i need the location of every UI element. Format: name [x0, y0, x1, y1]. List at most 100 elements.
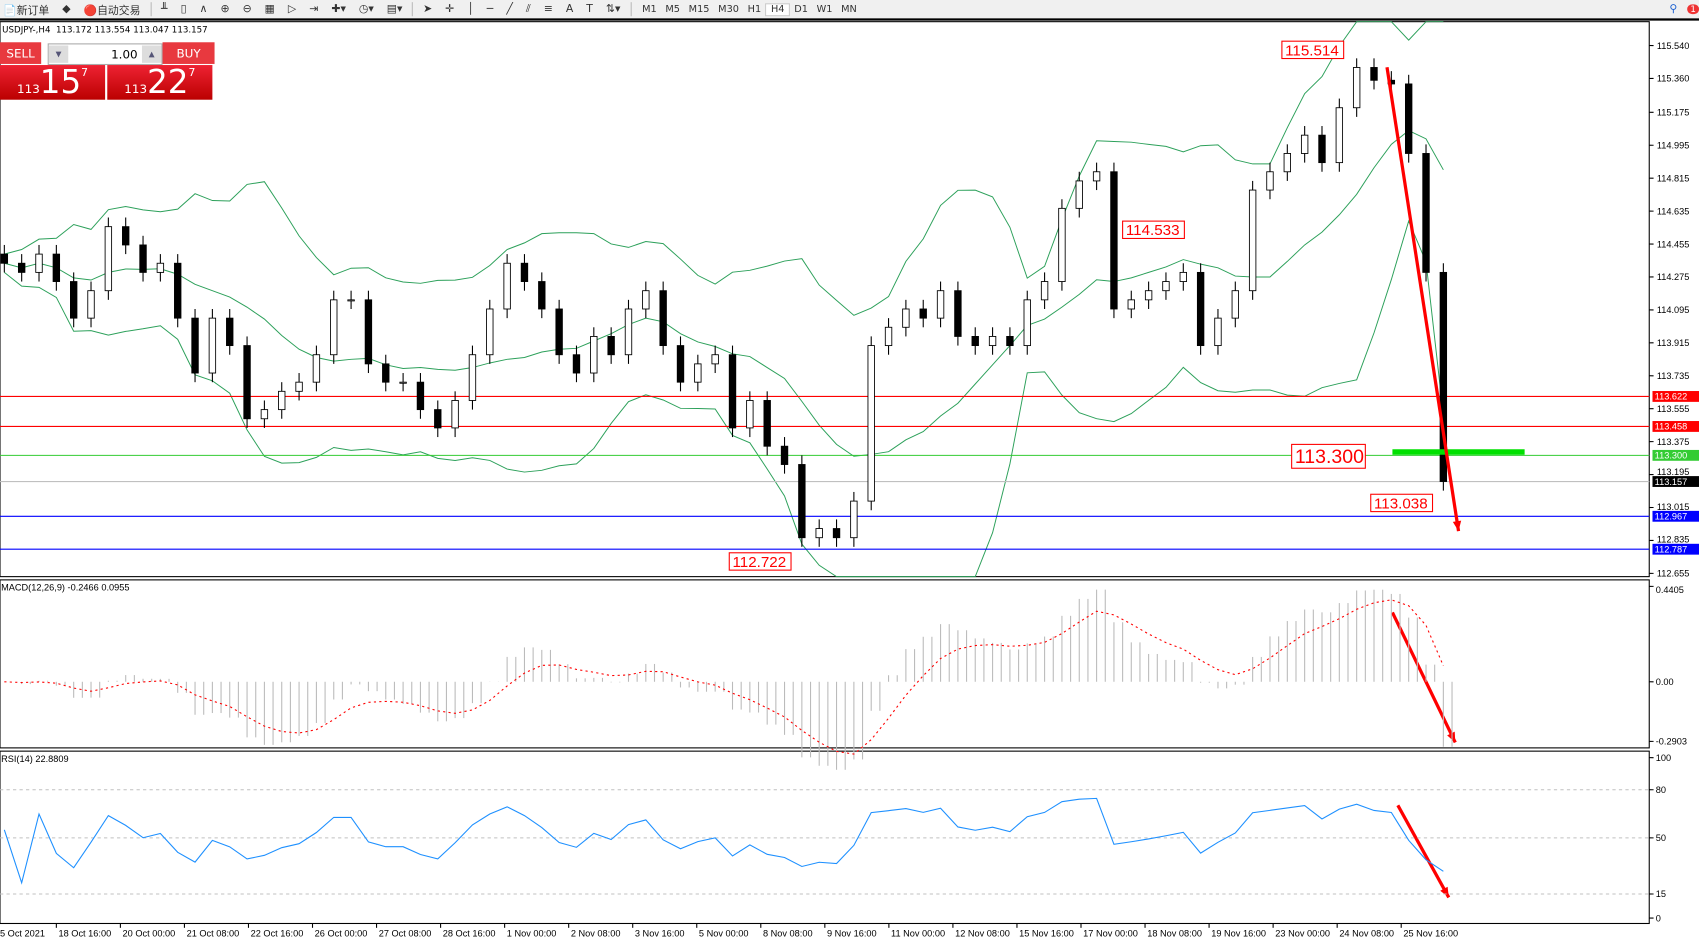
y-tick-label: 114.995: [1657, 140, 1690, 150]
y-tick-label: 113.375: [1657, 437, 1690, 447]
arrows-icon[interactable]: ⇅▾: [605, 3, 621, 16]
trend-arrow: [1396, 804, 1451, 899]
candle-body: [451, 400, 459, 429]
candle-body: [1404, 83, 1413, 154]
candle-body: [139, 244, 147, 273]
candle-body: [1196, 271, 1205, 347]
timeframe-d1[interactable]: D1: [794, 4, 808, 16]
candle-body: [711, 354, 719, 365]
timeframe-h4[interactable]: H4: [765, 3, 790, 17]
buy-price[interactable]: 113 22 7: [107, 65, 213, 100]
candle-body: [850, 500, 858, 539]
candle-body: [971, 336, 979, 347]
pane-frame: [0, 579, 1650, 749]
periods-icon[interactable]: ◷▾: [358, 3, 374, 16]
candle-body: [520, 262, 529, 282]
candle-body: [884, 326, 893, 347]
line-chart-icon[interactable]: ∧: [199, 3, 208, 16]
candle-body: [122, 226, 130, 246]
candle-body: [208, 317, 217, 374]
chart-shift-icon[interactable]: ⇥: [309, 3, 319, 16]
x-tick-label: 23 Nov 00:00: [1275, 928, 1330, 938]
candle-body: [226, 317, 234, 347]
tile-windows-icon[interactable]: ▦: [264, 3, 275, 16]
auto-scroll-icon[interactable]: ▷: [287, 3, 297, 16]
candle-body: [1283, 153, 1292, 173]
macd-signal-line: [4, 599, 1444, 755]
candle-body: [763, 400, 771, 447]
macd-y-tick-label: 0.4405: [1656, 585, 1684, 595]
templates-icon[interactable]: ▤▾: [386, 3, 403, 16]
candle-body: [1040, 281, 1049, 301]
price-annotation: 115.514: [1285, 42, 1339, 59]
increase-lot-icon[interactable]: ▲: [141, 45, 162, 63]
zoom-out-icon[interactable]: ⊖: [242, 3, 252, 16]
candlestick-icon[interactable]: ▯: [180, 3, 187, 16]
price-annotation-box: [728, 552, 792, 571]
sell-price-big: 15: [39, 63, 82, 102]
indicators-icon[interactable]: ✚▾: [331, 3, 346, 16]
candle-body: [659, 290, 667, 347]
x-tick-label: 26 Oct 00:00: [315, 928, 368, 938]
new-order-button[interactable]: 📄新订单: [3, 5, 50, 18]
horizontal-line-icon[interactable]: ─: [486, 3, 494, 16]
bar-chart-icon[interactable]: ╨: [161, 3, 168, 16]
timeframe-h1[interactable]: H1: [747, 4, 762, 16]
rsi-y-tick-label: 50: [1656, 833, 1666, 843]
timeframe-m30[interactable]: M30: [718, 4, 739, 16]
zoom-in-icon[interactable]: ⊕: [220, 3, 230, 16]
candle-body: [1231, 290, 1239, 319]
rsi-y-tick-label: 80: [1656, 785, 1666, 795]
price-annotation: 112.722: [733, 554, 787, 571]
trendline-icon[interactable]: ╱: [506, 3, 513, 16]
candle-body: [919, 308, 927, 319]
candle-body: [243, 345, 251, 420]
sell-price-prefix: 113: [17, 82, 40, 97]
meta-editor-icon[interactable]: ◆: [62, 3, 71, 16]
y-tick-label: 114.275: [1657, 272, 1690, 282]
candle-body: [156, 262, 165, 273]
cursor-icon[interactable]: ➤: [423, 3, 433, 16]
search-icon[interactable]: ⚲: [1669, 3, 1678, 16]
candle-body: [746, 400, 754, 429]
timeframe-m15[interactable]: M15: [688, 4, 710, 16]
channel-icon[interactable]: ⫽: [525, 3, 531, 16]
candle-body: [503, 262, 511, 310]
candle-body: [382, 363, 390, 383]
timeframe-mn[interactable]: MN: [841, 4, 857, 16]
timeframe-m1[interactable]: M1: [642, 4, 657, 16]
buy-button[interactable]: BUY: [162, 42, 215, 64]
y-tick-label: 113.915: [1657, 338, 1690, 348]
text-icon[interactable]: A: [565, 3, 574, 16]
timeframe-m5[interactable]: M5: [665, 4, 680, 16]
auto-trading-button[interactable]: 🔴自动交易: [83, 5, 141, 18]
x-tick-label: 22 Oct 16:00: [251, 928, 304, 938]
candle-body: [1058, 207, 1066, 282]
text-label-icon[interactable]: T: [586, 3, 593, 16]
x-tick-label: 11 Nov 00:00: [891, 928, 945, 938]
level-price-label: 112.967: [1655, 512, 1688, 522]
arrow-head-icon: [1452, 520, 1462, 532]
sell-price[interactable]: 113 15 7: [0, 63, 106, 102]
candle-body: [902, 308, 910, 328]
timeframe-w1[interactable]: W1: [816, 4, 833, 16]
notification-badge[interactable]: 1: [1687, 4, 1699, 15]
candle-body: [1006, 336, 1014, 347]
candle-body: [1370, 67, 1378, 81]
decrease-lot-icon[interactable]: ▼: [48, 45, 69, 63]
candle-body: [694, 363, 702, 383]
vertical-line-icon[interactable]: │: [467, 3, 474, 16]
x-tick-label: 24 Nov 08:00: [1339, 928, 1394, 938]
candle-body: [17, 262, 26, 273]
x-tick-label: 17 Nov 00:00: [1083, 928, 1138, 938]
fibonacci-icon[interactable]: ≡: [543, 3, 553, 16]
candle-body: [624, 308, 633, 356]
level-price-label: 112.787: [1655, 544, 1688, 554]
lot-size-input[interactable]: 1.00: [111, 47, 138, 62]
crosshair-icon[interactable]: ✛: [445, 3, 455, 16]
sell-button[interactable]: SELL: [0, 42, 42, 64]
level-price-tag: [1652, 421, 1699, 432]
candle-body: [312, 354, 321, 383]
lot-size-stepper[interactable]: ▼ 1.00 ▲: [47, 43, 163, 66]
